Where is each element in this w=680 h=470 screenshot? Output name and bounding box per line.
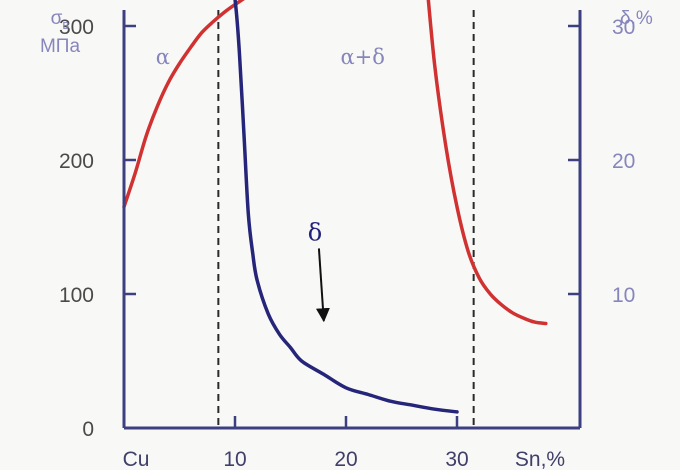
x-tick-label: 20: [334, 448, 357, 470]
annotation-elongation-label: δ: [308, 218, 322, 246]
left-axis-subscript: в: [62, 17, 69, 32]
right-tick-label: 20: [612, 150, 635, 173]
x-origin-label: Cu: [123, 448, 150, 470]
left-tick-label: 300: [59, 16, 94, 39]
right-axis-unit: ,%: [631, 8, 653, 29]
series-layer: [122, 0, 548, 414]
right-tick-label: 30: [612, 16, 635, 39]
ticks-layer: 01002003004005001020304050102030: [59, 16, 635, 470]
region-labels: α α+δ: [156, 45, 385, 69]
right-axis-title: δ,%: [620, 8, 653, 29]
x-axis-title: Sn,%: [515, 448, 565, 470]
series-elongation-line: [233, 0, 459, 414]
phase-region-label: α: [156, 45, 170, 69]
x-tick-label: 30: [445, 448, 468, 470]
x-tick-label: 10: [223, 448, 246, 470]
left-tick-label: 0: [82, 418, 94, 441]
right-axis-symbol: δ: [620, 8, 631, 29]
annotation-arrow: [315, 248, 330, 323]
annotations: σвδ: [308, 218, 330, 323]
phase-boundaries: [217, 10, 475, 428]
series-strength-line: [122, 0, 548, 326]
left-axis-unit: МПа: [40, 36, 80, 57]
phase-region-label: α+δ: [340, 45, 384, 69]
axes: [122, 10, 582, 430]
right-tick-label: 10: [612, 284, 635, 307]
left-tick-label: 100: [59, 284, 94, 307]
left-axis-title-symbol: σв: [51, 8, 70, 32]
left-tick-label: 200: [59, 150, 94, 173]
left-axis-symbol: σ: [51, 8, 63, 29]
